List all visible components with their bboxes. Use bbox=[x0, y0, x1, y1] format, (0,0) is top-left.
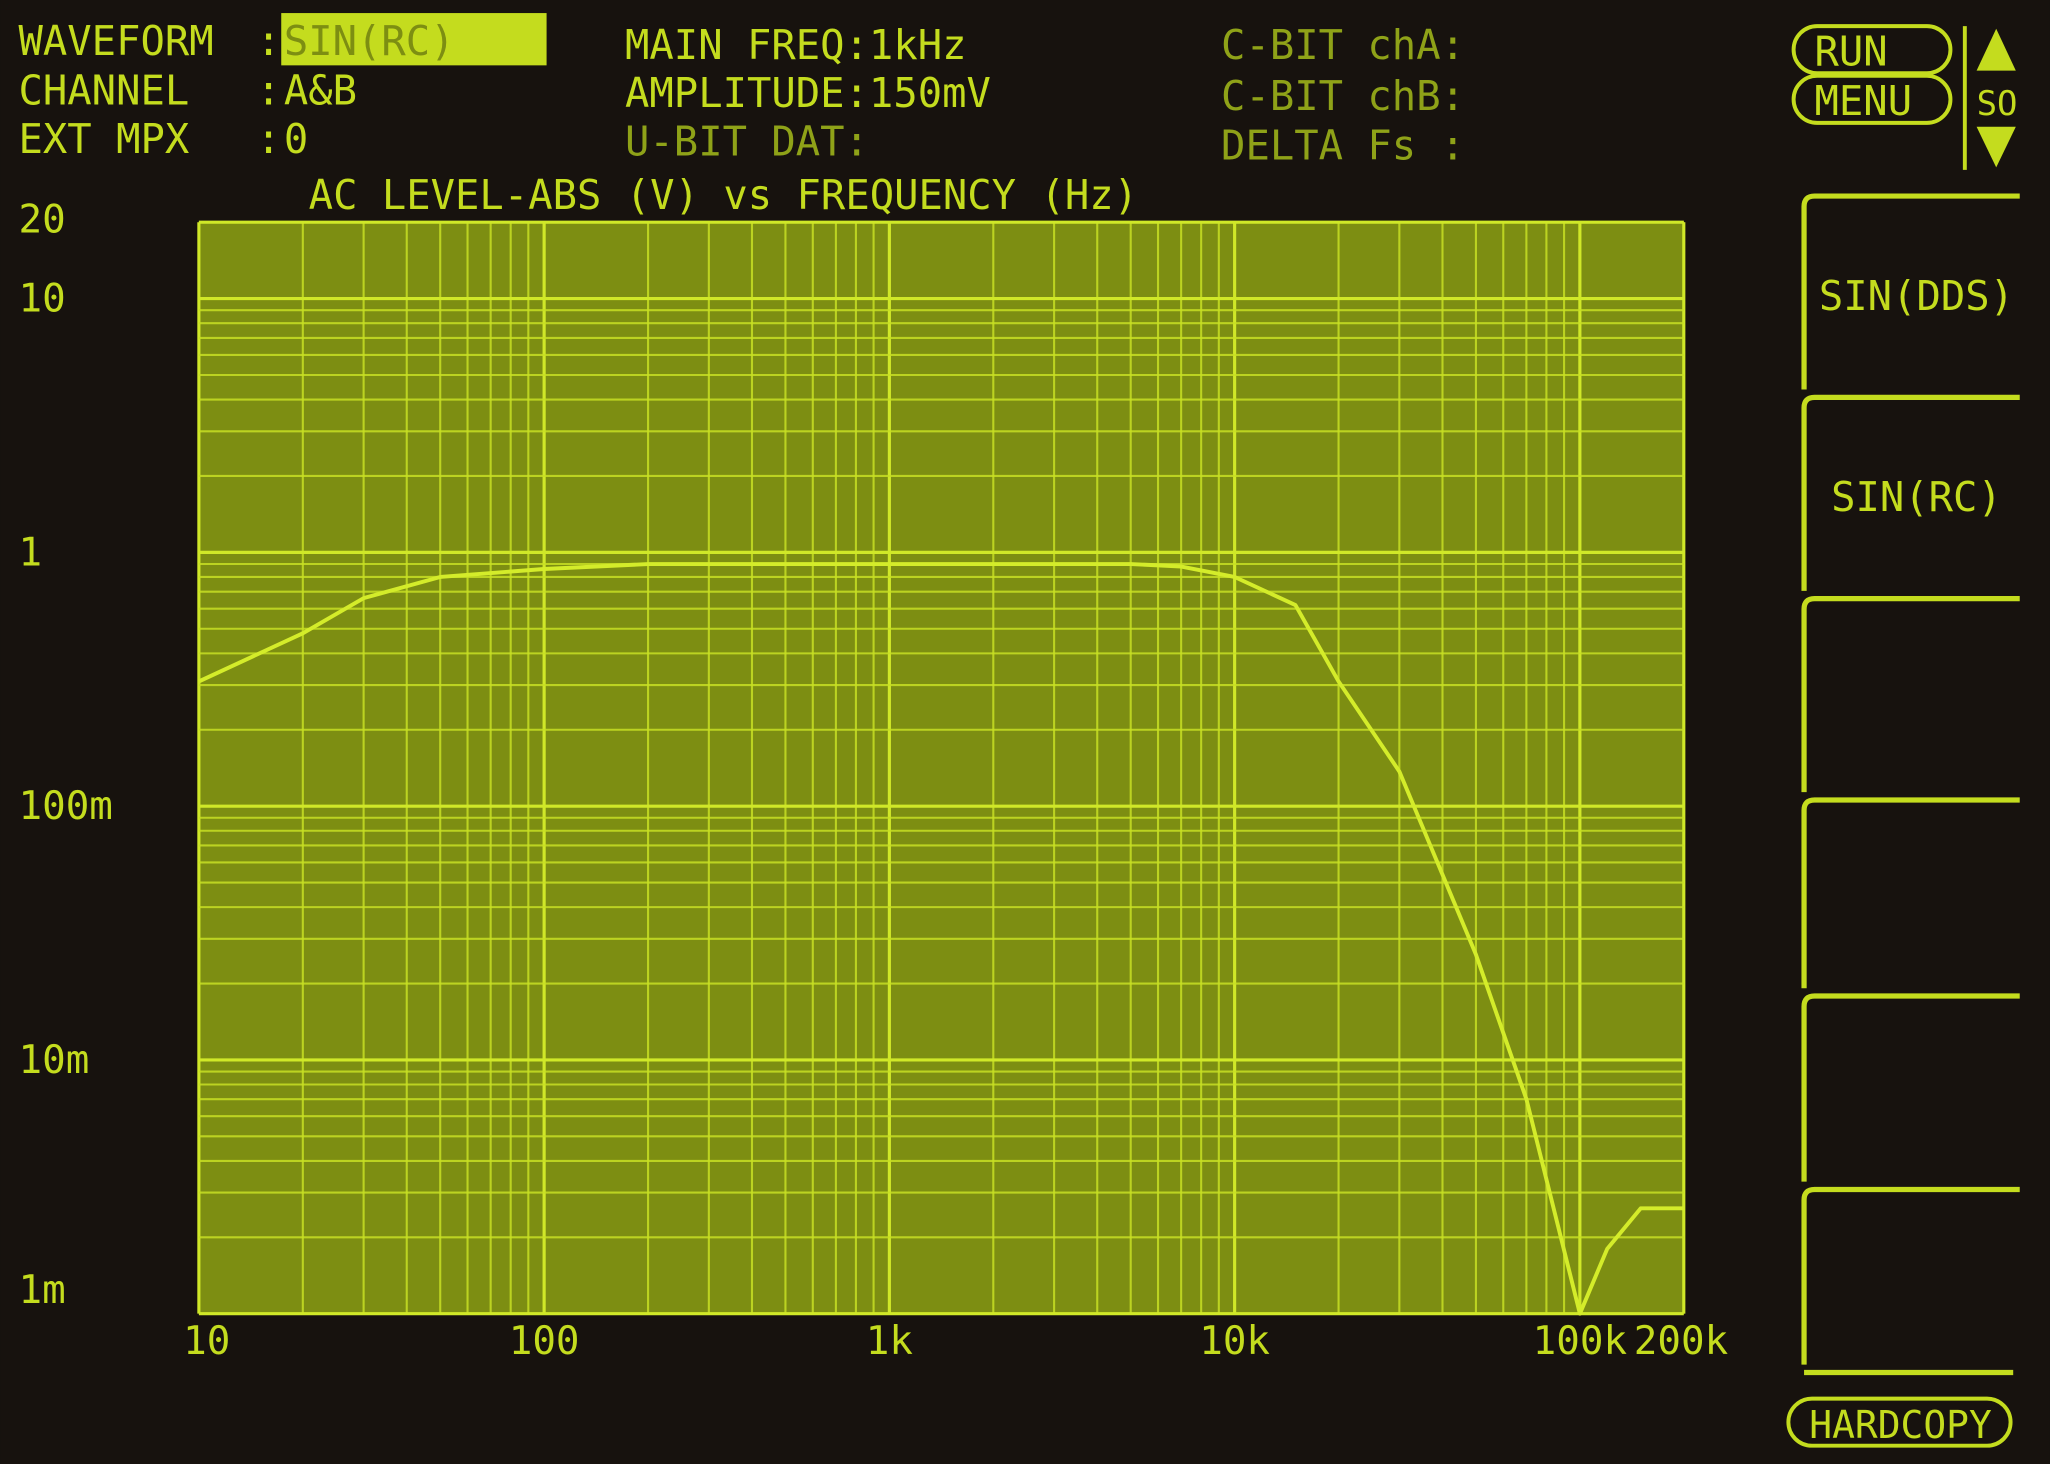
waveform-colon: : bbox=[256, 17, 280, 65]
hardcopy-label: HARDCOPY bbox=[1809, 1403, 1992, 1447]
channel-colon: : bbox=[256, 67, 280, 115]
waveform-value[interactable]: SIN(RC) bbox=[284, 17, 455, 65]
amplitude: AMPLITUDE:150mV bbox=[625, 69, 991, 117]
softkey-5[interactable] bbox=[1801, 993, 2020, 1182]
x-tick-label: 10 bbox=[183, 1319, 230, 1364]
softkey-label: SIN(RC) bbox=[1831, 473, 2002, 521]
grid bbox=[197, 220, 1686, 1316]
softkey-panel: SIN(DDS) SIN(RC) bbox=[1801, 193, 2020, 1376]
softkey-6[interactable] bbox=[1801, 1186, 2020, 1376]
x-tick-label: 10k bbox=[1199, 1319, 1270, 1364]
y-tick-label: 10 bbox=[19, 277, 66, 322]
main-freq: MAIN FREQ:1kHz bbox=[625, 21, 967, 69]
x-tick-label: 100 bbox=[509, 1319, 580, 1364]
waveform-highlight bbox=[281, 13, 547, 66]
y-tick-label: 20 bbox=[19, 198, 66, 243]
softkey-label: SIN(DDS) bbox=[1819, 272, 2014, 320]
menu-button[interactable]: MENU bbox=[1791, 73, 1953, 125]
waveform-label: WAVEFORM bbox=[19, 17, 214, 65]
softkey-3[interactable] bbox=[1801, 596, 2020, 793]
channel-value[interactable]: A&B bbox=[284, 67, 357, 115]
menu-label: MENU bbox=[1815, 77, 1913, 125]
run-label: RUN bbox=[1815, 27, 1888, 75]
x-tick-label: 1k bbox=[866, 1319, 914, 1364]
level-trace-line bbox=[198, 562, 1684, 1316]
arrow-up-icon[interactable] bbox=[1976, 28, 2016, 71]
arrow-down-icon[interactable] bbox=[1976, 126, 2016, 168]
chart-title: AC LEVEL-ABS (V) vs FREQUENCY (Hz) bbox=[309, 171, 1138, 219]
run-button[interactable]: RUN bbox=[1791, 24, 1953, 75]
softkey-4[interactable] bbox=[1801, 797, 2020, 989]
softkey-2[interactable]: SIN(RC) bbox=[1801, 394, 2020, 591]
c-bit-chb: C-BIT chB: bbox=[1221, 72, 1465, 120]
y-tick-label: 1 bbox=[19, 530, 43, 575]
y-tick-label: 1m bbox=[19, 1268, 66, 1313]
ext-mpx-value[interactable]: 0 bbox=[284, 115, 308, 163]
hardcopy-button[interactable]: HARDCOPY bbox=[1786, 1396, 2013, 1448]
x-tick-label: 200k bbox=[1634, 1319, 1729, 1364]
y-axis: 20 10 1 100m 10m 1m bbox=[19, 198, 113, 1314]
plot-area bbox=[198, 222, 1684, 1314]
channel-label: CHANNEL bbox=[19, 67, 190, 115]
scroll-label: SO bbox=[1977, 84, 2018, 124]
delta-fs: DELTA Fs : bbox=[1221, 121, 1465, 169]
c-bit-cha: C-BIT chA: bbox=[1221, 21, 1465, 69]
u-bit-dat: U-BIT DAT: bbox=[625, 118, 869, 166]
ext-mpx-label: EXT MPX bbox=[19, 115, 190, 163]
y-tick-label: 100m bbox=[19, 784, 113, 829]
x-tick-label: 100k bbox=[1533, 1319, 1628, 1364]
trace bbox=[198, 562, 1684, 1316]
y-tick-label: 10m bbox=[19, 1038, 90, 1083]
ext-mpx-colon: : bbox=[256, 115, 280, 163]
x-axis: 10 100 1k 10k 100k 200k bbox=[183, 1319, 1729, 1364]
softkey-1[interactable]: SIN(DDS) bbox=[1801, 193, 2020, 390]
